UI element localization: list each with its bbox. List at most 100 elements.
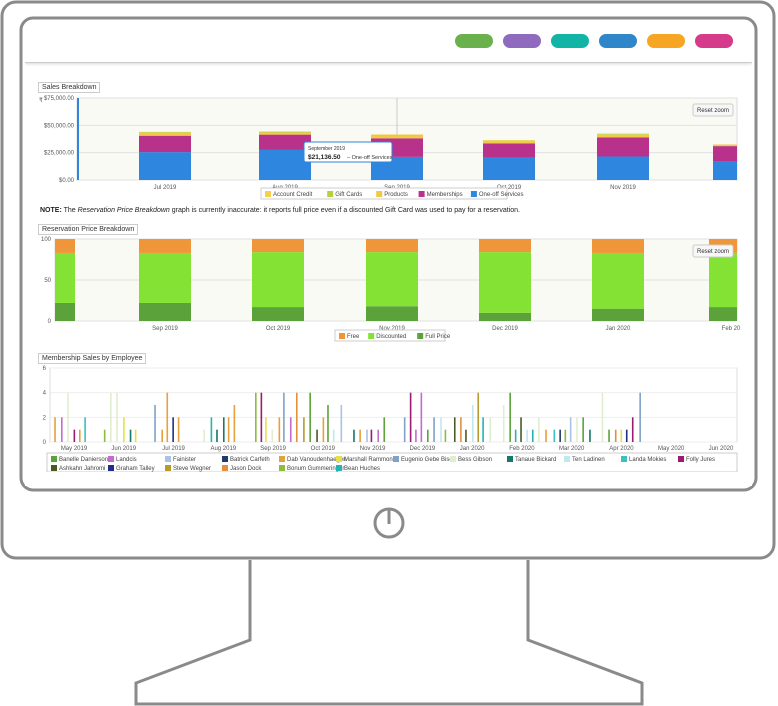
- mem-bar[interactable]: [303, 417, 305, 442]
- sales-bar-segment[interactable]: [259, 132, 311, 135]
- mem-bar[interactable]: [601, 392, 604, 442]
- sales-bar-segment[interactable]: [713, 146, 737, 162]
- mem-bar[interactable]: [545, 429, 547, 442]
- mem-bar[interactable]: [103, 429, 106, 442]
- mem-bar[interactable]: [366, 429, 368, 442]
- mem-bar[interactable]: [426, 429, 429, 442]
- mem-bar[interactable]: [631, 417, 634, 442]
- mem2-legend-item[interactable]: Ashkahn Jahromi: [51, 465, 105, 472]
- mem-legend-item[interactable]: Landa Mokies: [621, 456, 666, 463]
- sales-bar-segment[interactable]: [483, 140, 535, 141]
- mem-bar[interactable]: [73, 429, 76, 442]
- res-bar-segment[interactable]: [479, 312, 531, 321]
- mem-legend-item[interactable]: Ten Ladinen: [564, 456, 605, 463]
- sales-legend-item[interactable]: Gift Cards: [327, 191, 362, 198]
- mem-bar[interactable]: [509, 392, 511, 442]
- sales-bar-segment[interactable]: [371, 135, 423, 136]
- mem-bar[interactable]: [559, 429, 561, 442]
- mem-bar[interactable]: [295, 392, 298, 442]
- mem-bar[interactable]: [625, 429, 628, 442]
- mem-legend-item[interactable]: Dab Vanoudenhaegen: [279, 456, 347, 463]
- mem-bar[interactable]: [531, 429, 534, 442]
- mem-bar[interactable]: [166, 392, 169, 442]
- mem-bar[interactable]: [227, 417, 230, 442]
- res-bar-segment[interactable]: [139, 239, 191, 253]
- mem-bar[interactable]: [255, 392, 257, 442]
- sales-bar-segment[interactable]: [371, 156, 423, 180]
- mem-bar[interactable]: [576, 417, 578, 442]
- mem-bar[interactable]: [502, 405, 505, 442]
- mem2-legend-item[interactable]: Graham Talley: [108, 465, 155, 472]
- mem-bar[interactable]: [639, 392, 641, 442]
- sales-reset-zoom-button[interactable]: Reset zoom: [692, 103, 734, 117]
- mem-bar[interactable]: [471, 405, 474, 442]
- mem-bar[interactable]: [403, 417, 406, 442]
- mem-legend-item[interactable]: Banelle Danierson: [51, 456, 108, 463]
- mem-bar[interactable]: [460, 417, 462, 442]
- nav-pill-5[interactable]: [647, 34, 685, 48]
- mem-bar[interactable]: [582, 417, 584, 442]
- res-legend-item[interactable]: Full Price: [417, 333, 451, 340]
- mem-bar[interactable]: [589, 429, 591, 442]
- mem-bar[interactable]: [309, 392, 311, 442]
- mem-legend-item[interactable]: Bess Gibson: [450, 456, 492, 463]
- sales-bar-segment[interactable]: [139, 135, 191, 153]
- mem-bar[interactable]: [116, 392, 118, 442]
- mem-legend-item[interactable]: Tanaue Bickard: [507, 456, 556, 463]
- res-bar-segment[interactable]: [366, 306, 418, 321]
- res-bar-segment[interactable]: [55, 239, 75, 253]
- nav-pill-4[interactable]: [599, 34, 637, 48]
- nav-pill-6[interactable]: [695, 34, 733, 48]
- res-bar-segment[interactable]: [366, 239, 418, 253]
- res-bar-segment[interactable]: [55, 252, 75, 303]
- mem-legend-item[interactable]: Fainister: [165, 456, 196, 463]
- mem-bar[interactable]: [210, 417, 213, 442]
- mem-legend-item[interactable]: Batrick Carfeth: [222, 456, 270, 463]
- mem-bar[interactable]: [608, 429, 610, 442]
- sales-bar-segment[interactable]: [483, 140, 535, 142]
- mem-bar[interactable]: [278, 417, 281, 442]
- mem-bar[interactable]: [377, 429, 380, 442]
- res-bar-segment[interactable]: [592, 252, 644, 309]
- mem-bar[interactable]: [433, 417, 435, 442]
- mem-legend-item[interactable]: Eugenio Gebe Bise: [393, 456, 453, 463]
- mem-bar[interactable]: [172, 417, 174, 442]
- mem-bar[interactable]: [289, 417, 292, 442]
- mem-bar[interactable]: [440, 417, 442, 442]
- mem-bar[interactable]: [340, 405, 343, 442]
- mem-bar[interactable]: [482, 417, 484, 442]
- sales-bar-segment[interactable]: [713, 144, 737, 147]
- sales-bar-segment[interactable]: [259, 131, 311, 133]
- sales-bar-segment[interactable]: [483, 157, 535, 180]
- mem-bar[interactable]: [233, 405, 236, 442]
- mem-bar[interactable]: [129, 429, 132, 442]
- mem-bar[interactable]: [415, 429, 417, 442]
- res-bar-segment[interactable]: [55, 302, 75, 321]
- mem-bar[interactable]: [420, 392, 423, 442]
- mem-bar[interactable]: [322, 417, 325, 442]
- res-bar-segment[interactable]: [592, 239, 644, 253]
- mem-bar[interactable]: [260, 392, 263, 442]
- sales-bar-segment[interactable]: [259, 131, 311, 132]
- sales-bar-segment[interactable]: [713, 161, 737, 180]
- mem-bar[interactable]: [110, 392, 112, 442]
- res-legend-item[interactable]: Free: [339, 333, 360, 340]
- sales-bar-segment[interactable]: [259, 149, 311, 180]
- res-bar-segment[interactable]: [252, 252, 304, 308]
- sales-bar-segment[interactable]: [139, 152, 191, 180]
- mem-bar[interactable]: [283, 392, 285, 442]
- mem-bar[interactable]: [453, 417, 456, 442]
- mem2-legend-item[interactable]: Bonum Gummeringer: [279, 465, 344, 472]
- mem-bar[interactable]: [553, 429, 556, 442]
- mem-bar[interactable]: [61, 417, 63, 442]
- mem-bar[interactable]: [54, 417, 56, 442]
- mem-bar[interactable]: [222, 417, 225, 442]
- sales-legend-item[interactable]: One-off Services: [470, 191, 524, 198]
- mem-bar[interactable]: [514, 429, 517, 442]
- sales-legend-item[interactable]: Memberships: [418, 191, 463, 198]
- mem-bar[interactable]: [409, 392, 412, 442]
- mem2-legend-item[interactable]: Jason Dock: [222, 465, 262, 472]
- nav-pill-3[interactable]: [551, 34, 589, 48]
- res-bar-segment[interactable]: [709, 252, 737, 308]
- mem-bar[interactable]: [537, 417, 540, 442]
